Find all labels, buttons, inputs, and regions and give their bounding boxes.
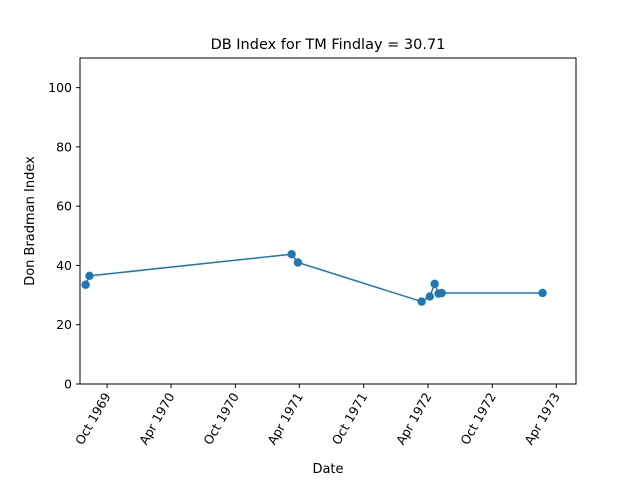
data-point	[417, 297, 426, 306]
data-point	[81, 280, 90, 289]
data-point	[293, 258, 303, 267]
y-tick-label: 0	[64, 377, 72, 392]
data-point	[430, 279, 439, 289]
y-tick-label: 80	[56, 139, 72, 154]
data-point	[85, 271, 94, 281]
y-tick-label: 40	[56, 258, 72, 273]
plot-area-frame	[79, 57, 577, 385]
data-point	[437, 288, 446, 298]
y-tick-label: 100	[48, 80, 72, 95]
data-point	[287, 249, 296, 259]
x-axis-label: Date	[312, 462, 343, 477]
plot-series	[81, 249, 547, 306]
y-tick-label: 20	[56, 317, 72, 332]
data-point	[425, 292, 434, 301]
y-tick-label: 60	[56, 199, 72, 214]
data-point	[538, 288, 547, 298]
y-axis-ticks: 0 20 40 60 80 100	[48, 80, 80, 392]
y-axis-label: Don Bradman Index	[23, 156, 38, 286]
chart-title: DB Index for TM Findlay = 30.71	[211, 37, 446, 53]
